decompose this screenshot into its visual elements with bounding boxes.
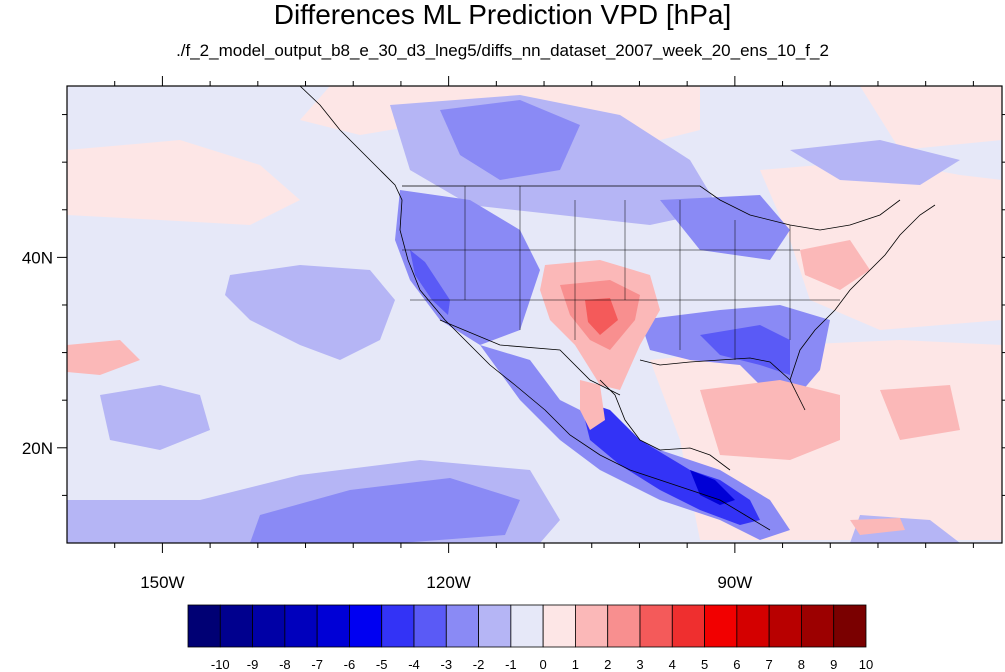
colorbar-swatch bbox=[219, 604, 253, 648]
positive-anomaly-region bbox=[700, 380, 840, 460]
lon-tick-label: 90W bbox=[717, 573, 752, 592]
colorbar-label: -9 bbox=[247, 657, 259, 672]
positive-anomaly-region bbox=[850, 518, 905, 535]
lat-tick-label: 40N bbox=[22, 248, 53, 267]
colorbar-label: -8 bbox=[279, 657, 291, 672]
colorbar: -10 -9 -8 -7 -6 -5 -4 -3 -2 -1 0 1 2 3 4 5 6 7 8 9 10 bbox=[187, 604, 873, 672]
colorbar-label: -4 bbox=[408, 657, 420, 672]
anomaly-field bbox=[67, 86, 1002, 543]
coastlines-and-borders bbox=[299, 86, 936, 531]
positive-anomaly-region bbox=[860, 86, 1002, 150]
colorbar-label: 0 bbox=[540, 657, 547, 672]
colorbar-label: 5 bbox=[701, 657, 708, 672]
east-coastline bbox=[789, 204, 936, 381]
colorbar-swatch bbox=[252, 604, 286, 648]
colorbar-swatch bbox=[639, 604, 673, 648]
colorbar-label: -5 bbox=[376, 657, 388, 672]
negative-anomaly-region bbox=[395, 190, 540, 345]
gulf-coastline bbox=[599, 357, 806, 471]
colorbar-swatch bbox=[413, 604, 447, 648]
colorbar-swatch bbox=[510, 604, 544, 648]
positive-anomaly-region bbox=[585, 298, 618, 335]
negative-anomaly-region bbox=[100, 385, 210, 450]
negative-anomaly-region bbox=[440, 100, 580, 180]
colorbar-label: -6 bbox=[344, 657, 356, 672]
negative-anomaly-region bbox=[690, 470, 735, 505]
chart-subtitle: ./f_2_model_output_b8_e_30_d3_lneg5/diff… bbox=[176, 41, 829, 60]
colorbar-swatch bbox=[349, 604, 383, 648]
colorbar-swatch bbox=[736, 604, 770, 648]
map-panel: 150W 120W 90W 40N 20N bbox=[22, 76, 1005, 592]
colorbar-label: -7 bbox=[311, 657, 323, 672]
colorbar-label: 8 bbox=[798, 657, 805, 672]
colorbar-label: 10 bbox=[859, 657, 873, 672]
colorbar-swatch bbox=[445, 604, 479, 648]
axis-ticks: 150W 120W 90W 40N 20N bbox=[22, 76, 1005, 592]
colorbar-label: 4 bbox=[669, 657, 676, 672]
colorbar-swatch bbox=[284, 604, 318, 648]
colorbar-label: 2 bbox=[604, 657, 611, 672]
negative-anomaly-region bbox=[250, 478, 520, 543]
colorbar-label: -1 bbox=[505, 657, 517, 672]
negative-anomaly-region bbox=[410, 250, 450, 315]
colorbar-label: -2 bbox=[473, 657, 485, 672]
colorbar-swatch bbox=[768, 604, 802, 648]
state-lines bbox=[402, 186, 840, 360]
negative-anomaly-region bbox=[225, 265, 395, 360]
colorbar-label: 3 bbox=[636, 657, 643, 672]
negative-anomaly-region bbox=[790, 140, 960, 185]
colorbar-swatch bbox=[575, 604, 609, 648]
colorbar-swatch bbox=[316, 604, 350, 648]
lon-tick-label: 120W bbox=[426, 573, 470, 592]
colorbar-swatch bbox=[833, 604, 867, 648]
colorbar-swatch bbox=[704, 604, 738, 648]
colorbar-label: 9 bbox=[830, 657, 837, 672]
chart-title: Differences ML Prediction VPD [hPa] bbox=[273, 0, 732, 30]
colorbar-label: 6 bbox=[733, 657, 740, 672]
colorbar-label: -3 bbox=[441, 657, 453, 672]
colorbar-label: -10 bbox=[211, 657, 230, 672]
positive-anomaly-region bbox=[880, 385, 960, 440]
positive-anomaly-region bbox=[800, 240, 870, 290]
colorbar-swatch bbox=[381, 604, 415, 648]
colorbar-swatch bbox=[801, 604, 835, 648]
mexico-border bbox=[439, 319, 621, 396]
positive-anomaly-region bbox=[67, 340, 140, 375]
colorbar-label: 7 bbox=[766, 657, 773, 672]
positive-anomaly-region bbox=[580, 380, 605, 430]
colorbar-swatch bbox=[187, 604, 221, 648]
negative-anomaly-region bbox=[660, 195, 790, 260]
colorbar-swatch bbox=[607, 604, 641, 648]
map-frame bbox=[66, 85, 1003, 544]
north-america-coastline bbox=[299, 86, 771, 531]
colorbar-swatch bbox=[671, 604, 705, 648]
colorbar-label: 1 bbox=[572, 657, 579, 672]
negative-anomaly-region bbox=[700, 325, 790, 375]
lat-tick-label: 20N bbox=[22, 439, 53, 458]
positive-anomaly-region bbox=[760, 160, 1002, 330]
colorbar-swatch bbox=[478, 604, 512, 648]
colorbar-swatch bbox=[542, 604, 576, 648]
lon-tick-label: 150W bbox=[140, 573, 184, 592]
positive-anomaly-region bbox=[67, 140, 300, 225]
